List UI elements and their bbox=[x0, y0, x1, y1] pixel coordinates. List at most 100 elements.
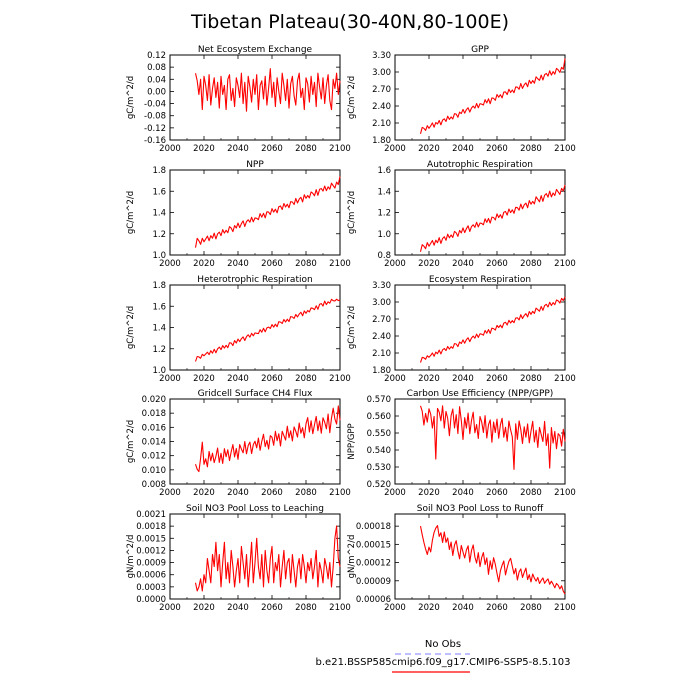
y-tick-label: 0.00015 bbox=[356, 540, 391, 550]
y-tick-label: 1.0 bbox=[377, 230, 391, 240]
y-tick-label: 1.4 bbox=[377, 187, 391, 197]
y-tick-label: 1.0 bbox=[152, 251, 166, 261]
series-line bbox=[194, 298, 341, 362]
x-tick-label: 2100 bbox=[329, 603, 351, 613]
x-tick-label: 2100 bbox=[329, 259, 351, 269]
y-tick-label: 0.08 bbox=[147, 63, 166, 73]
x-tick-label: 2080 bbox=[520, 488, 542, 498]
y-tick-label: 0.0003 bbox=[136, 583, 166, 593]
y-tick-label: 0.016 bbox=[142, 423, 166, 433]
chart-panel-4: Autotrophic Respiration 2000 2020 2040 2060 2… bbox=[347, 160, 576, 269]
x-tick-label: 2060 bbox=[261, 603, 283, 613]
x-tick-label: 2020 bbox=[193, 374, 215, 384]
x-tick-label: 2100 bbox=[554, 603, 576, 613]
y-tick-label: -0.12 bbox=[144, 124, 166, 134]
y-tick-label: 0.008 bbox=[142, 480, 166, 490]
x-tick-label: 2000 bbox=[159, 259, 181, 269]
x-tick-label: 2060 bbox=[261, 259, 283, 269]
series-line bbox=[419, 296, 566, 363]
y-tick-label: 0.12 bbox=[147, 51, 166, 61]
y-axis-label: NPP/GPP bbox=[347, 423, 357, 459]
x-tick-label: 2080 bbox=[295, 259, 317, 269]
series-line bbox=[419, 525, 566, 595]
y-tick-label: 0.04 bbox=[147, 75, 166, 85]
y-tick-label: 0.00009 bbox=[356, 577, 391, 587]
y-tick-label: 3.30 bbox=[372, 51, 391, 61]
x-tick-label: 2040 bbox=[227, 374, 249, 384]
y-tick-label: 0.00006 bbox=[356, 595, 391, 605]
y-tick-label: 1.80 bbox=[372, 366, 391, 376]
y-tick-label: -0.04 bbox=[144, 100, 166, 110]
x-tick-label: 2040 bbox=[452, 488, 474, 498]
series-line bbox=[194, 176, 341, 248]
y-tick-label: 1.4 bbox=[152, 209, 166, 219]
x-tick-label: 2020 bbox=[193, 488, 215, 498]
chart-panel-3: NPP 2000 2020 2040 2060 2080 2100 1.0 1.2 1.4 1.6 1… bbox=[126, 160, 351, 269]
x-tick-label: 2020 bbox=[418, 144, 440, 154]
y-tick-label: 3.00 bbox=[372, 298, 391, 308]
series-line bbox=[419, 184, 566, 252]
chart-panel-6: Ecosystem Respiration 2000 2020 2040 2060 208… bbox=[347, 275, 576, 384]
x-tick-label: 2040 bbox=[452, 374, 474, 384]
y-tick-label: 2.40 bbox=[372, 332, 391, 342]
y-tick-label: -0.08 bbox=[144, 112, 166, 122]
x-tick-label: 2100 bbox=[554, 488, 576, 498]
x-tick-label: 2020 bbox=[193, 603, 215, 613]
plot-frame bbox=[169, 54, 341, 141]
legend-model-label: b.e21.BSSP585cmip6.f09_g17.CMIP6-SSP5-8.… bbox=[316, 657, 571, 668]
series-line bbox=[419, 58, 566, 134]
plot-frame bbox=[394, 284, 566, 371]
y-tick-label: 0.520 bbox=[367, 480, 391, 490]
x-tick-label: 2060 bbox=[486, 603, 508, 613]
y-tick-label: 1.2 bbox=[152, 230, 166, 240]
y-axis-label: gC/m^2/d bbox=[126, 306, 136, 349]
x-tick-label: 2040 bbox=[227, 259, 249, 269]
x-tick-label: 2080 bbox=[520, 259, 542, 269]
y-tick-label: 2.70 bbox=[372, 85, 391, 95]
y-tick-label: 1.0 bbox=[152, 366, 166, 376]
x-tick-label: 2000 bbox=[384, 374, 406, 384]
y-tick-label: 0.540 bbox=[367, 446, 391, 456]
x-tick-label: 2100 bbox=[554, 144, 576, 154]
y-tick-label: 2.40 bbox=[372, 102, 391, 112]
x-tick-label: 2000 bbox=[384, 259, 406, 269]
plot-frame bbox=[394, 54, 566, 141]
y-tick-label: 0.0015 bbox=[136, 534, 166, 544]
y-tick-label: 1.2 bbox=[377, 209, 391, 219]
y-axis-label: gC/m^2/d bbox=[126, 191, 136, 234]
y-tick-label: 0.014 bbox=[142, 438, 166, 448]
y-axis-label: gC/m^2/d bbox=[347, 76, 357, 119]
legend: No Obs b.e21.BSSP585cmip6.f09_g17.CMIP6-… bbox=[316, 639, 571, 673]
x-tick-label: 2040 bbox=[452, 144, 474, 154]
x-tick-label: 2020 bbox=[193, 144, 215, 154]
x-tick-label: 2020 bbox=[418, 374, 440, 384]
y-tick-label: 0.0006 bbox=[136, 571, 166, 581]
chart-title: Net Ecosystem Exchange bbox=[198, 45, 313, 55]
x-tick-label: 2020 bbox=[418, 488, 440, 498]
y-axis-label: gC/m^2/d bbox=[347, 306, 357, 349]
legend-obs-label: No Obs bbox=[425, 639, 461, 650]
y-tick-label: 0.020 bbox=[142, 395, 166, 405]
y-tick-label: 0.00 bbox=[147, 87, 166, 97]
chart-title: Carbon Use Efficiency (NPP/GPP) bbox=[407, 389, 554, 399]
y-tick-label: 0.012 bbox=[142, 452, 166, 462]
x-tick-label: 2000 bbox=[159, 603, 181, 613]
x-tick-label: 2000 bbox=[159, 488, 181, 498]
y-tick-label: 1.8 bbox=[152, 166, 166, 176]
y-tick-label: 0.8 bbox=[377, 251, 391, 261]
x-tick-label: 2100 bbox=[329, 488, 351, 498]
chart-panel-10: Soil NO3 Pool Loss to Runoff 2000 2020 2040… bbox=[347, 504, 576, 613]
chart-title: Autotrophic Respiration bbox=[427, 160, 533, 170]
x-tick-label: 2020 bbox=[418, 603, 440, 613]
x-tick-label: 2080 bbox=[520, 374, 542, 384]
y-tick-label: 0.530 bbox=[367, 463, 391, 473]
x-tick-label: 2060 bbox=[486, 259, 508, 269]
y-tick-label: 0.0009 bbox=[136, 559, 166, 569]
x-tick-label: 2000 bbox=[159, 374, 181, 384]
x-tick-label: 2100 bbox=[554, 374, 576, 384]
x-tick-label: 2060 bbox=[261, 144, 283, 154]
x-tick-label: 2020 bbox=[418, 259, 440, 269]
y-axis-label: gN/m^2/d bbox=[126, 535, 136, 579]
y-axis-label: gC/m^2/d bbox=[126, 420, 136, 463]
